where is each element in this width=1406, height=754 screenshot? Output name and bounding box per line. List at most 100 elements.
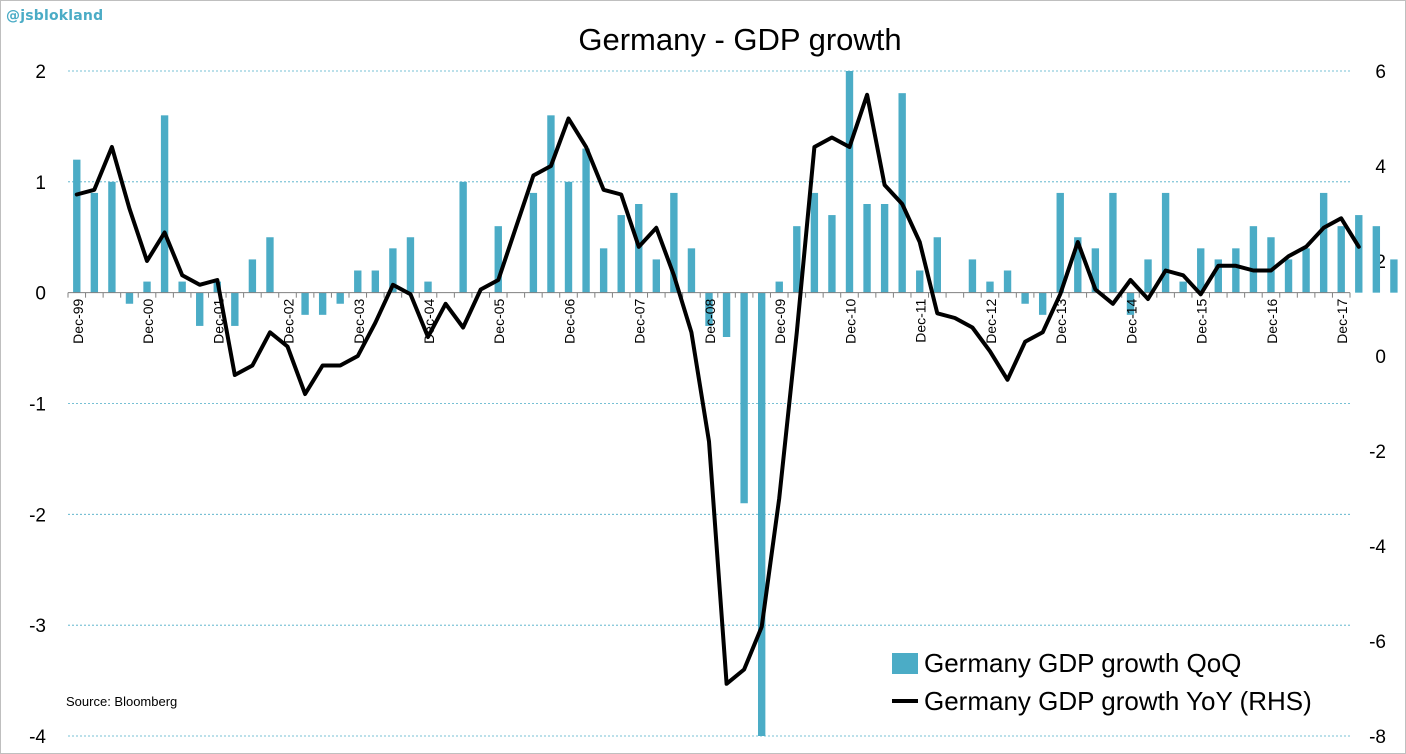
- qoq-bar: [389, 248, 397, 293]
- left-axis-tick-label: -2: [29, 505, 46, 526]
- qoq-bar: [1144, 259, 1152, 293]
- qoq-bar: [1337, 226, 1345, 293]
- qoq-bar: [916, 270, 924, 293]
- qoq-bar: [1161, 192, 1170, 293]
- right-axis-tick-label: 0: [1375, 347, 1386, 368]
- qoq-bar: [1284, 259, 1293, 293]
- qoq-bar: [933, 237, 941, 293]
- x-tick-label: Dec-05: [491, 298, 507, 343]
- qoq-bar: [722, 292, 731, 337]
- qoq-bar: [599, 248, 608, 293]
- legend-bar-swatch: [892, 652, 918, 674]
- left-axis-tick-label: 0: [35, 284, 46, 305]
- x-tick-label: Dec-17: [1334, 298, 1350, 343]
- left-axis-tick-label: 2: [35, 62, 46, 83]
- qoq-bar: [968, 259, 977, 293]
- x-tick-label: Dec-15: [1194, 298, 1210, 343]
- x-tick-label: Dec-14: [1123, 298, 1139, 343]
- qoq-bar: [406, 237, 415, 293]
- qoq-bar: [108, 181, 116, 293]
- qoq-bar: [336, 292, 344, 304]
- qoq-bar: [178, 281, 186, 293]
- right-axis-tick-label: -8: [1369, 727, 1386, 748]
- qoq-bar: [652, 259, 661, 293]
- qoq-bar: [160, 115, 169, 293]
- x-tick-label: Dec-03: [351, 298, 367, 343]
- qoq-bar: [1126, 292, 1135, 315]
- qoq-bar: [845, 71, 854, 293]
- left-axis-tick-label: -4: [29, 727, 46, 748]
- qoq-bar: [880, 204, 889, 293]
- qoq-bar: [1249, 226, 1258, 293]
- qoq-bar: [73, 159, 81, 293]
- qoq-bar: [143, 281, 151, 293]
- legend-label-qoq: Germany GDP growth QoQ: [924, 647, 1242, 678]
- qoq-bar: [1038, 292, 1047, 315]
- qoq-bar: [354, 270, 362, 293]
- left-axis-tick-label: -3: [29, 616, 46, 637]
- x-tick-label: Dec-07: [632, 298, 648, 343]
- qoq-bar: [1319, 192, 1328, 293]
- qoq-bar: [705, 292, 713, 326]
- x-tick-label: Dec-12: [983, 298, 999, 343]
- chart-title: Germany - GDP growth: [578, 22, 902, 57]
- x-tick-label: Dec-02: [281, 298, 297, 343]
- qoq-bar: [318, 292, 327, 315]
- x-tick-label: Dec-00: [140, 298, 156, 343]
- qoq-bar: [1197, 248, 1205, 293]
- x-tick-label: Dec-11: [913, 298, 929, 342]
- right-axis-tick-label: -4: [1369, 537, 1386, 558]
- qoq-bar: [529, 192, 538, 293]
- qoq-bar: [986, 281, 994, 293]
- right-axis-tick-label: -6: [1369, 632, 1386, 653]
- x-tick-label: Dec-13: [1053, 298, 1069, 343]
- legend-label-yoy: Germany GDP growth YoY (RHS): [924, 685, 1312, 716]
- legend: Germany GDP growth QoQ Germany GDP growt…: [892, 644, 1312, 720]
- qoq-bar: [863, 204, 871, 293]
- left-axis-tick-label: 1: [35, 173, 46, 194]
- qoq-bar: [125, 292, 134, 304]
- x-tick-label: Dec-10: [842, 298, 858, 343]
- qoq-bar: [1056, 192, 1064, 293]
- right-axis-tick-label: -2: [1369, 442, 1386, 463]
- qoq-bar: [898, 93, 906, 293]
- qoq-bar: [1372, 226, 1381, 293]
- qoq-bar: [1267, 237, 1275, 293]
- qoq-bar: [793, 226, 801, 293]
- qoq-bar: [1232, 248, 1240, 293]
- qoq-bar: [494, 226, 502, 293]
- qoq-bar: [1214, 259, 1222, 293]
- qoq-bar: [1109, 192, 1117, 293]
- qoq-bar: [459, 181, 467, 293]
- left-axis-tick-label: -1: [29, 395, 46, 416]
- x-tick-label: Dec-99: [70, 298, 86, 343]
- qoq-bar: [775, 281, 783, 293]
- right-axis-tick-label: 4: [1375, 157, 1386, 178]
- qoq-bar: [301, 292, 309, 315]
- x-tick-label: Dec-16: [1264, 298, 1280, 343]
- qoq-bar: [828, 215, 836, 293]
- qoq-bar: [1091, 248, 1100, 293]
- legend-item-qoq: Germany GDP growth QoQ: [892, 644, 1312, 682]
- qoq-bar: [196, 292, 204, 326]
- qoq-bar: [248, 259, 257, 293]
- right-axis-tick-label: 2: [1375, 252, 1386, 273]
- qoq-bar: [1179, 281, 1187, 293]
- right-axis-tick-label: 6: [1375, 62, 1386, 83]
- qoq-bar: [371, 270, 380, 293]
- qoq-bar: [757, 292, 766, 736]
- x-tick-label: Dec-06: [562, 298, 578, 343]
- qoq-bar: [1302, 248, 1310, 293]
- qoq-bar: [740, 292, 748, 504]
- qoq-bar: [564, 181, 573, 293]
- qoq-bar: [670, 192, 678, 293]
- qoq-bar: [90, 192, 99, 293]
- x-tick-label: Dec-08: [702, 298, 718, 343]
- qoq-bar: [617, 215, 625, 293]
- qoq-bar: [687, 248, 696, 293]
- qoq-bar: [810, 192, 819, 293]
- qoq-bar: [547, 115, 555, 293]
- qoq-bar: [1074, 237, 1082, 293]
- qoq-bar: [424, 281, 432, 293]
